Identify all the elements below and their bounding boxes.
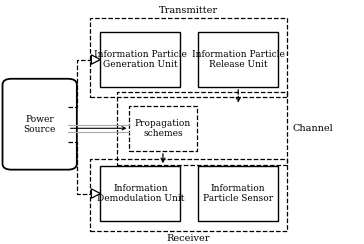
- Bar: [198, 32, 278, 87]
- Text: Transmitter: Transmitter: [159, 6, 218, 15]
- Text: Power
Source: Power Source: [24, 114, 56, 134]
- Bar: [198, 166, 278, 221]
- Bar: [130, 106, 197, 151]
- Text: Information Particle
Release Unit: Information Particle Release Unit: [192, 50, 285, 69]
- FancyBboxPatch shape: [3, 79, 77, 170]
- Text: Information Particle
Generation Unit: Information Particle Generation Unit: [94, 50, 187, 69]
- Bar: [100, 32, 180, 87]
- Bar: [90, 18, 287, 97]
- Bar: [90, 159, 287, 231]
- Bar: [117, 92, 287, 165]
- Polygon shape: [91, 189, 100, 198]
- Polygon shape: [91, 55, 100, 64]
- Text: Channel: Channel: [293, 124, 333, 133]
- Text: Receiver: Receiver: [167, 234, 210, 244]
- Bar: [100, 166, 180, 221]
- Text: Information
Demodulation Unit: Information Demodulation Unit: [96, 184, 184, 203]
- Text: Propagation
schemes: Propagation schemes: [135, 119, 191, 138]
- Text: Information
Particle Sensor: Information Particle Sensor: [203, 184, 273, 203]
